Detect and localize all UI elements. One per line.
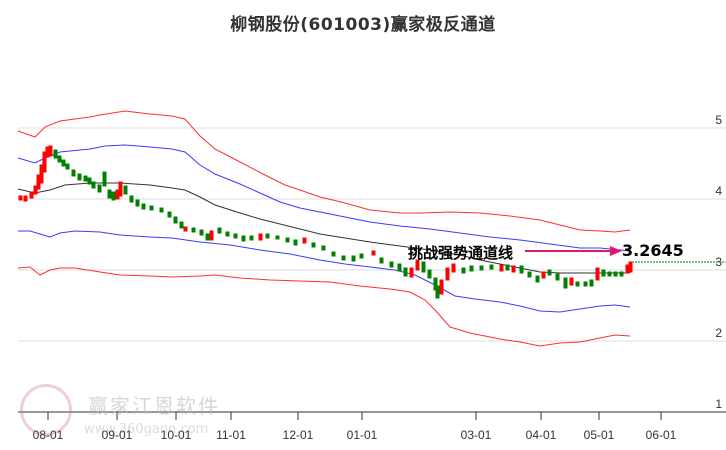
x-tick-label: 04-01 [525,428,557,442]
x-tick-label: 06-01 [645,428,677,442]
x-tick-label: 01-01 [346,428,378,442]
x-tick-label: 05-01 [583,428,615,442]
x-ticks [47,412,662,420]
y-tick-label: 3 [715,255,722,269]
x-tick-label: 03-01 [460,428,492,442]
outer-upper-band [17,110,631,233]
x-tick-label: 09-01 [101,428,133,442]
watermark-name: 赢家江恩软件 [88,394,220,418]
grid [18,127,726,342]
x-tick-label: 10-01 [160,428,192,442]
x-tick-label: 12-01 [282,428,314,442]
y-tick-label: 1 [715,397,722,411]
arrow-head-icon [610,246,622,256]
watermark-url: www.360gann.com [84,422,209,437]
y-tick-label: 2 [715,326,722,340]
chart-title: 柳钢股份(601003)赢家极反通道 [230,15,496,35]
x-tick-label: 11-01 [216,428,246,442]
mid-line [17,182,630,274]
candlesticks [18,145,633,299]
inner-upper-band [17,144,631,252]
watermark-logo-icon [20,384,72,436]
annotation-value: 3.2645 [622,241,684,260]
annotation-label: 挑战强势通道线 [408,244,514,262]
y-tick-label: 5 [715,113,722,127]
outer-lower-band [17,266,631,347]
x-tick-label: 08-01 [32,428,64,442]
inner-lower-band [18,230,631,313]
y-tick-label: 4 [715,184,722,198]
